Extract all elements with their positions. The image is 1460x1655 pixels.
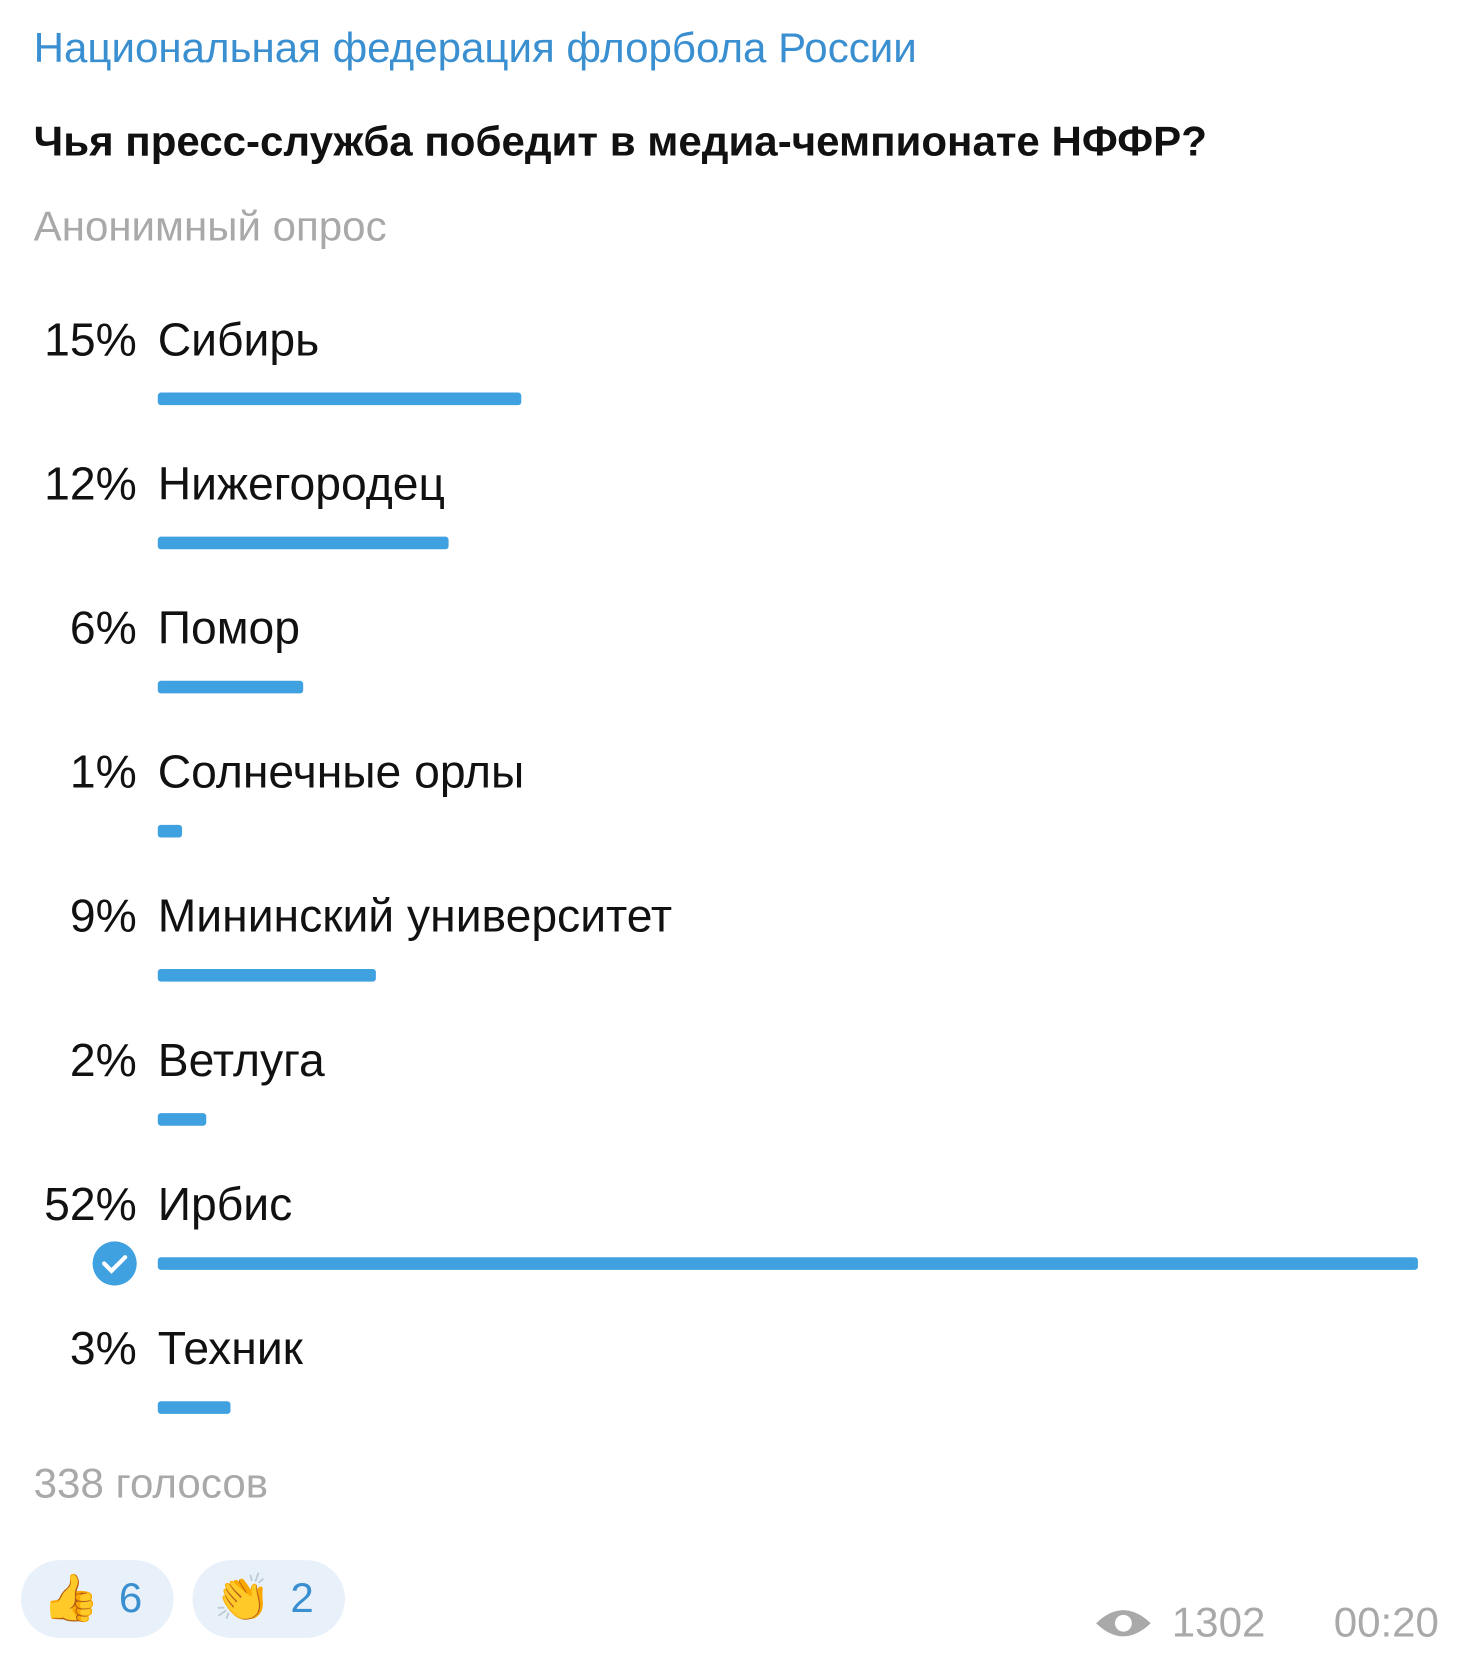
view-count: 1302	[1172, 1598, 1266, 1645]
reaction-pill[interactable]	[21, 1560, 174, 1638]
option-percent: 2%	[70, 1034, 137, 1086]
option-percent: 52%	[44, 1178, 137, 1230]
option-percent: 9%	[70, 890, 137, 942]
views: 1302 00:20	[1096, 1598, 1439, 1645]
poll-question: Чья пресс-служба победит в медиа-чемпион…	[34, 117, 1207, 164]
reaction-pill[interactable]	[192, 1560, 346, 1638]
option-text: Солнечные орлы	[158, 746, 525, 798]
option-bar	[157, 968, 376, 982]
option-bar	[157, 1257, 1418, 1270]
message-time: 00:20	[1334, 1598, 1439, 1645]
option-text: Ирбис	[158, 1178, 292, 1230]
option-percent: 1%	[70, 746, 137, 798]
reaction-count: 6	[119, 1574, 142, 1621]
option-text: Ветлуга	[158, 1034, 325, 1086]
option-percent: 3%	[70, 1322, 137, 1374]
eye-pupil	[1114, 1614, 1132, 1632]
chosen-check	[92, 1241, 137, 1286]
option-percent: 12%	[44, 457, 137, 509]
option-bar	[157, 680, 304, 694]
option-bar	[157, 1113, 207, 1126]
option-percent: 6%	[70, 602, 137, 654]
option-text: Нижегородец	[158, 457, 445, 509]
check-mark	[102, 1255, 128, 1274]
reaction-emoji: 👏	[214, 1571, 272, 1623]
vote-count[interactable]: 338 голосов	[34, 1460, 268, 1507]
reaction-emoji: 👍	[42, 1571, 100, 1624]
option-text: Помор	[158, 602, 300, 654]
option-bar	[157, 536, 449, 550]
option-text: Техник	[158, 1322, 304, 1374]
reaction-count: 2	[290, 1574, 313, 1621]
channel-name[interactable]: Национальная федерация флорбола России	[34, 24, 917, 71]
option-bar	[157, 824, 183, 838]
option-bar	[157, 392, 522, 406]
poll-kind: Анонимный опрос	[34, 203, 387, 250]
option-percent: 15%	[44, 313, 137, 365]
option-text: Сибирь	[158, 313, 319, 365]
option-text: Мининский университет	[158, 890, 672, 942]
option-bar	[157, 1401, 231, 1414]
